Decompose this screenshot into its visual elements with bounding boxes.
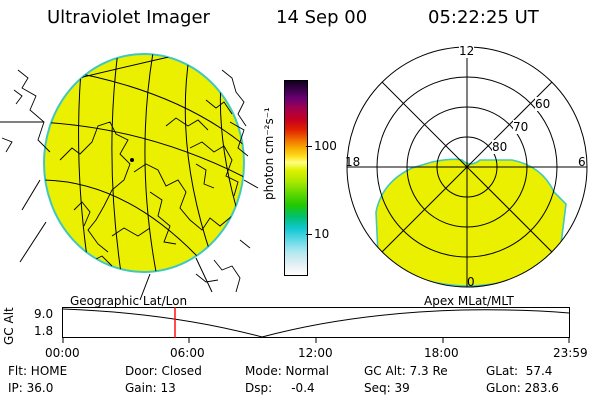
coastlines-outside bbox=[1, 69, 251, 293]
status-gain: Gain: 13 bbox=[125, 381, 176, 395]
status-glat: GLat: 57.4 bbox=[486, 364, 553, 378]
coastlines-inside bbox=[59, 99, 241, 267]
mlt-label-12: 12 bbox=[459, 44, 475, 58]
earth-disk bbox=[43, 53, 245, 273]
status-gc-alt: GC Alt: 7.3 Re bbox=[364, 364, 448, 378]
gc-alt-tick-high: 9.0 bbox=[34, 307, 54, 321]
colorbar-tick-100 bbox=[306, 146, 312, 147]
polar-plot bbox=[346, 46, 588, 288]
x-tick-0600: 06:00 bbox=[170, 346, 205, 360]
x-tick-2359: 23:59 bbox=[553, 346, 588, 360]
time-label: 05:22:25 UT bbox=[428, 7, 539, 28]
mlt-label-0: 0 bbox=[467, 275, 475, 289]
geographic-label: Geographic Lat/Lon bbox=[70, 294, 188, 308]
mlt-label-6: 6 bbox=[578, 155, 586, 169]
aurora-oval bbox=[375, 158, 567, 287]
status-ip: IP: 36.0 bbox=[8, 381, 54, 395]
geographic-map bbox=[0, 53, 259, 301]
status-mode: Mode: Normal bbox=[245, 364, 329, 378]
colorbar-label-10: 10 bbox=[314, 227, 330, 241]
status-door: Door: Closed bbox=[125, 364, 202, 378]
polar-grid bbox=[346, 46, 588, 288]
colorbar bbox=[284, 80, 308, 276]
lat-label-80: 80 bbox=[492, 140, 508, 154]
station-dot bbox=[130, 158, 134, 162]
colorbar-tick-10 bbox=[306, 234, 312, 235]
x-tick-1200: 12:00 bbox=[298, 346, 333, 360]
x-tick-0000: 00:00 bbox=[45, 346, 80, 360]
colorbar-unit-label: photon cm⁻²s⁻¹ bbox=[262, 107, 276, 200]
status-glon: GLon: 283.6 bbox=[486, 381, 559, 395]
lat-label-60: 60 bbox=[535, 97, 551, 111]
lat-label-70: 70 bbox=[513, 120, 529, 134]
date-label: 14 Sep 00 bbox=[276, 7, 368, 28]
x-tick-1800: 18:00 bbox=[424, 346, 459, 360]
altitude-timeline bbox=[62, 307, 570, 343]
instrument-title: Ultraviolet Imager bbox=[47, 7, 210, 28]
status-dsp: Dsp: -0.4 bbox=[245, 381, 315, 395]
colorbar-label-100: 100 bbox=[314, 139, 337, 153]
gc-alt-axis-label: GC Alt bbox=[2, 307, 16, 345]
gc-alt-tick-low: 1.8 bbox=[34, 324, 54, 338]
status-seq: Seq: 39 bbox=[364, 381, 410, 395]
mlt-label-18: 18 bbox=[345, 155, 361, 169]
status-filter: Flt: HOME bbox=[8, 364, 68, 378]
apex-label: Apex MLat/MLT bbox=[424, 294, 514, 308]
altitude-curve bbox=[62, 308, 570, 338]
